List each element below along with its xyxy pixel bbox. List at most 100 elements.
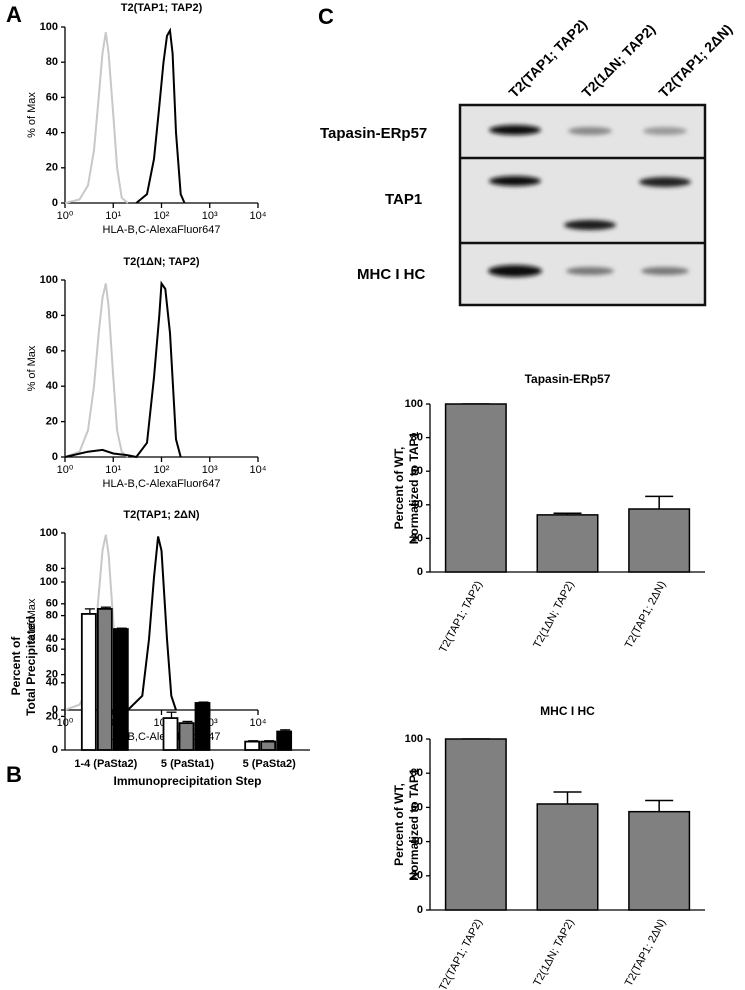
- y-tick-label: 60: [411, 801, 423, 813]
- x-tick-label: T2(TAP1; 2ΔN): [623, 917, 669, 988]
- x-tick-label: 10⁴: [250, 210, 267, 222]
- y-tick-label: 20: [46, 710, 58, 722]
- y-tick-label: 0: [417, 904, 423, 916]
- y-tick-label: 0: [52, 451, 58, 463]
- bar: [162, 717, 179, 751]
- blot: Tapasin-ERp57 TAP1 MHC I HC T2(TAP1; TAP…: [320, 16, 735, 307]
- y-tick-label: 40: [411, 836, 423, 848]
- y-tick-label: 80: [411, 432, 423, 444]
- band: [641, 267, 689, 275]
- blot-column-label: T2(TAP1; TAP2): [505, 16, 590, 101]
- bar: [194, 702, 211, 751]
- y-axis-label: Percent of: [9, 636, 23, 696]
- bar: [628, 508, 691, 573]
- band: [488, 265, 542, 277]
- panel-label: A: [6, 2, 22, 27]
- y-tick-label: 100: [405, 733, 423, 745]
- chart-title: Tapasin-ERp57: [525, 372, 611, 386]
- blot-column-label: T2(1ΔN; TAP2): [578, 21, 658, 101]
- chart-title: T2(TAP1; TAP2): [121, 2, 203, 14]
- y-tick-label: 40: [46, 380, 58, 392]
- y-axis-label: Percent of WT,: [392, 447, 406, 530]
- x-tick-label: 10²: [154, 464, 170, 476]
- x-tick-label: 10²: [154, 210, 170, 222]
- histogram-line: [64, 32, 129, 204]
- y-tick-label: 80: [46, 610, 58, 622]
- y-tick-label: 60: [46, 643, 58, 655]
- histogram-line: [64, 283, 129, 458]
- y-tick-label: 80: [46, 562, 58, 574]
- y-tick-label: 40: [46, 677, 58, 689]
- x-tick-label: 10³: [202, 210, 218, 222]
- band: [566, 267, 614, 275]
- x-tick-label: T2(TAP1; TAP2): [437, 579, 485, 655]
- histogram-line: [64, 280, 182, 459]
- y-tick-label: 100: [405, 398, 423, 410]
- x-tick-label: T2(1ΔN; TAP2): [531, 917, 576, 988]
- y-tick-label: 40: [46, 127, 58, 139]
- x-tick-label: T2(1ΔN; TAP2): [531, 579, 576, 650]
- bar: [80, 613, 97, 751]
- y-tick-label: 60: [46, 91, 58, 103]
- blot-row-label: TAP1: [385, 191, 422, 208]
- y-tick-label: 100: [40, 21, 58, 33]
- y-tick-label: 60: [411, 465, 423, 477]
- y-tick-label: 80: [46, 309, 58, 321]
- y-tick-label: 20: [411, 870, 423, 882]
- y-tick-label: 20: [46, 416, 58, 428]
- bar: [112, 628, 129, 751]
- band: [568, 127, 612, 135]
- band: [489, 125, 541, 135]
- bar: [276, 730, 293, 751]
- panel-label: B: [6, 762, 22, 787]
- y-tick-label: 80: [411, 767, 423, 779]
- band: [643, 127, 687, 135]
- y-tick-label: 20: [46, 669, 58, 681]
- y-tick-label: 100: [40, 274, 58, 286]
- x-tick-label: 10¹: [105, 210, 121, 222]
- x-tick-label: 5 (PaSta1): [161, 758, 215, 770]
- histogram-line: [127, 536, 177, 711]
- y-tick-label: 0: [52, 197, 58, 209]
- chart-title: T2(1ΔN; TAP2): [123, 256, 199, 268]
- x-tick-label: 10⁰: [57, 210, 74, 222]
- x-tick-label: 1-4 (PaSta2): [74, 758, 137, 770]
- y-tick-label: 0: [52, 744, 58, 756]
- blot-row-label: Tapasin-ERp57: [320, 125, 427, 142]
- x-tick-label: 10⁰: [57, 464, 74, 476]
- bar: [444, 738, 507, 911]
- x-axis-label: Immunoprecipitation Step: [113, 774, 261, 788]
- x-axis-label: HLA-B,C-AlexaFluor647: [103, 224, 221, 236]
- histogram-line: [135, 27, 186, 204]
- y-tick-label: 0: [417, 566, 423, 578]
- bands: [488, 125, 691, 277]
- band: [489, 176, 541, 186]
- y-axis-label: Normalized to TAP1: [407, 431, 421, 544]
- y-tick-label: 60: [46, 345, 58, 357]
- blot-column-label: T2(TAP1; 2ΔN): [655, 21, 735, 101]
- x-axis-label: HLA-B,C-AlexaFluor647: [103, 478, 221, 490]
- y-tick-label: 0: [52, 704, 58, 716]
- chart-title: T2(TAP1; 2ΔN): [123, 509, 199, 521]
- y-tick-label: 40: [46, 633, 58, 645]
- y-axis-label: % of Max: [26, 598, 38, 644]
- y-tick-label: 80: [46, 56, 58, 68]
- y-axis-label: % of Max: [26, 92, 38, 138]
- chart-title: MHC I HC: [540, 704, 595, 718]
- x-tick-label: T2(TAP1; 2ΔN): [623, 579, 669, 650]
- y-tick-label: 100: [40, 576, 58, 588]
- y-axis-label: Normalized to TAP1: [407, 768, 421, 881]
- bar: [96, 607, 113, 751]
- bar: [444, 403, 507, 573]
- bar: [244, 740, 261, 751]
- x-tick-label: 10³: [202, 464, 218, 476]
- band: [564, 220, 616, 230]
- y-tick-label: 40: [411, 499, 423, 511]
- y-axis-label: % of Max: [26, 345, 38, 391]
- bar: [260, 740, 277, 751]
- y-axis-label: Total Precipitated: [24, 616, 38, 716]
- x-tick-label: 10⁴: [250, 464, 267, 476]
- y-tick-label: 20: [411, 532, 423, 544]
